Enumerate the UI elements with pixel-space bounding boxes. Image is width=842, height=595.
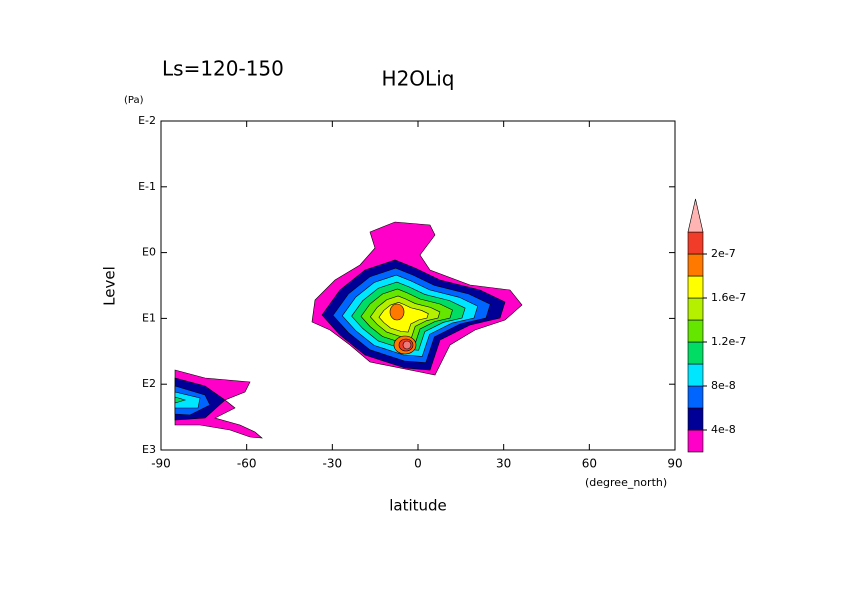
- y-tick-label: E-1: [138, 180, 156, 193]
- y-tick-label: E2: [142, 377, 156, 390]
- y-tick-label: E3: [142, 443, 156, 456]
- colorbar-label: 1.6e-7: [711, 291, 746, 304]
- x-tick-label: 30: [496, 457, 511, 471]
- colorbar-label: 8e-8: [711, 379, 736, 392]
- colorbar-segment: [687, 407, 704, 431]
- colorbar-overflow: [687, 198, 704, 233]
- colorbar-segment: [687, 319, 704, 343]
- y-label: Level: [101, 266, 119, 306]
- x-tick-label: 60: [582, 457, 597, 471]
- x-unit: (degree_north): [585, 476, 667, 489]
- colorbar-segment: [687, 297, 704, 321]
- colorbar-label: 2e-7: [711, 247, 736, 260]
- colorbar-segment: [687, 341, 704, 365]
- subtitle: Ls=120-150: [162, 57, 284, 81]
- contour-fill: [174, 396, 187, 404]
- y-unit: (Pa): [124, 95, 144, 106]
- y-tick-label: E0: [142, 246, 156, 259]
- x-tick-label: -30: [323, 457, 343, 471]
- x-tick-label: 90: [667, 457, 682, 471]
- x-tick-label: -90: [151, 457, 171, 471]
- colorbar-segment: [687, 385, 704, 409]
- chart-title: H2OLiq: [382, 67, 455, 91]
- colorbar-segment: [687, 275, 704, 299]
- colorbar-segment: [687, 363, 704, 387]
- colorbar-segment: [687, 231, 704, 255]
- y-tick-label: E-2: [138, 114, 156, 127]
- x-tick-label: -60: [237, 457, 257, 471]
- colorbar-label: 1.2e-7: [711, 335, 746, 348]
- x-tick-label: 0: [414, 457, 422, 471]
- colorbar-segment: [687, 429, 704, 453]
- x-label: latitude: [389, 497, 447, 515]
- contour-fill: [402, 340, 412, 350]
- contour-fill: [389, 303, 405, 321]
- colorbar-label: 4e-8: [711, 423, 736, 436]
- colorbar-segment: [687, 253, 704, 277]
- y-tick-label: E1: [142, 311, 156, 324]
